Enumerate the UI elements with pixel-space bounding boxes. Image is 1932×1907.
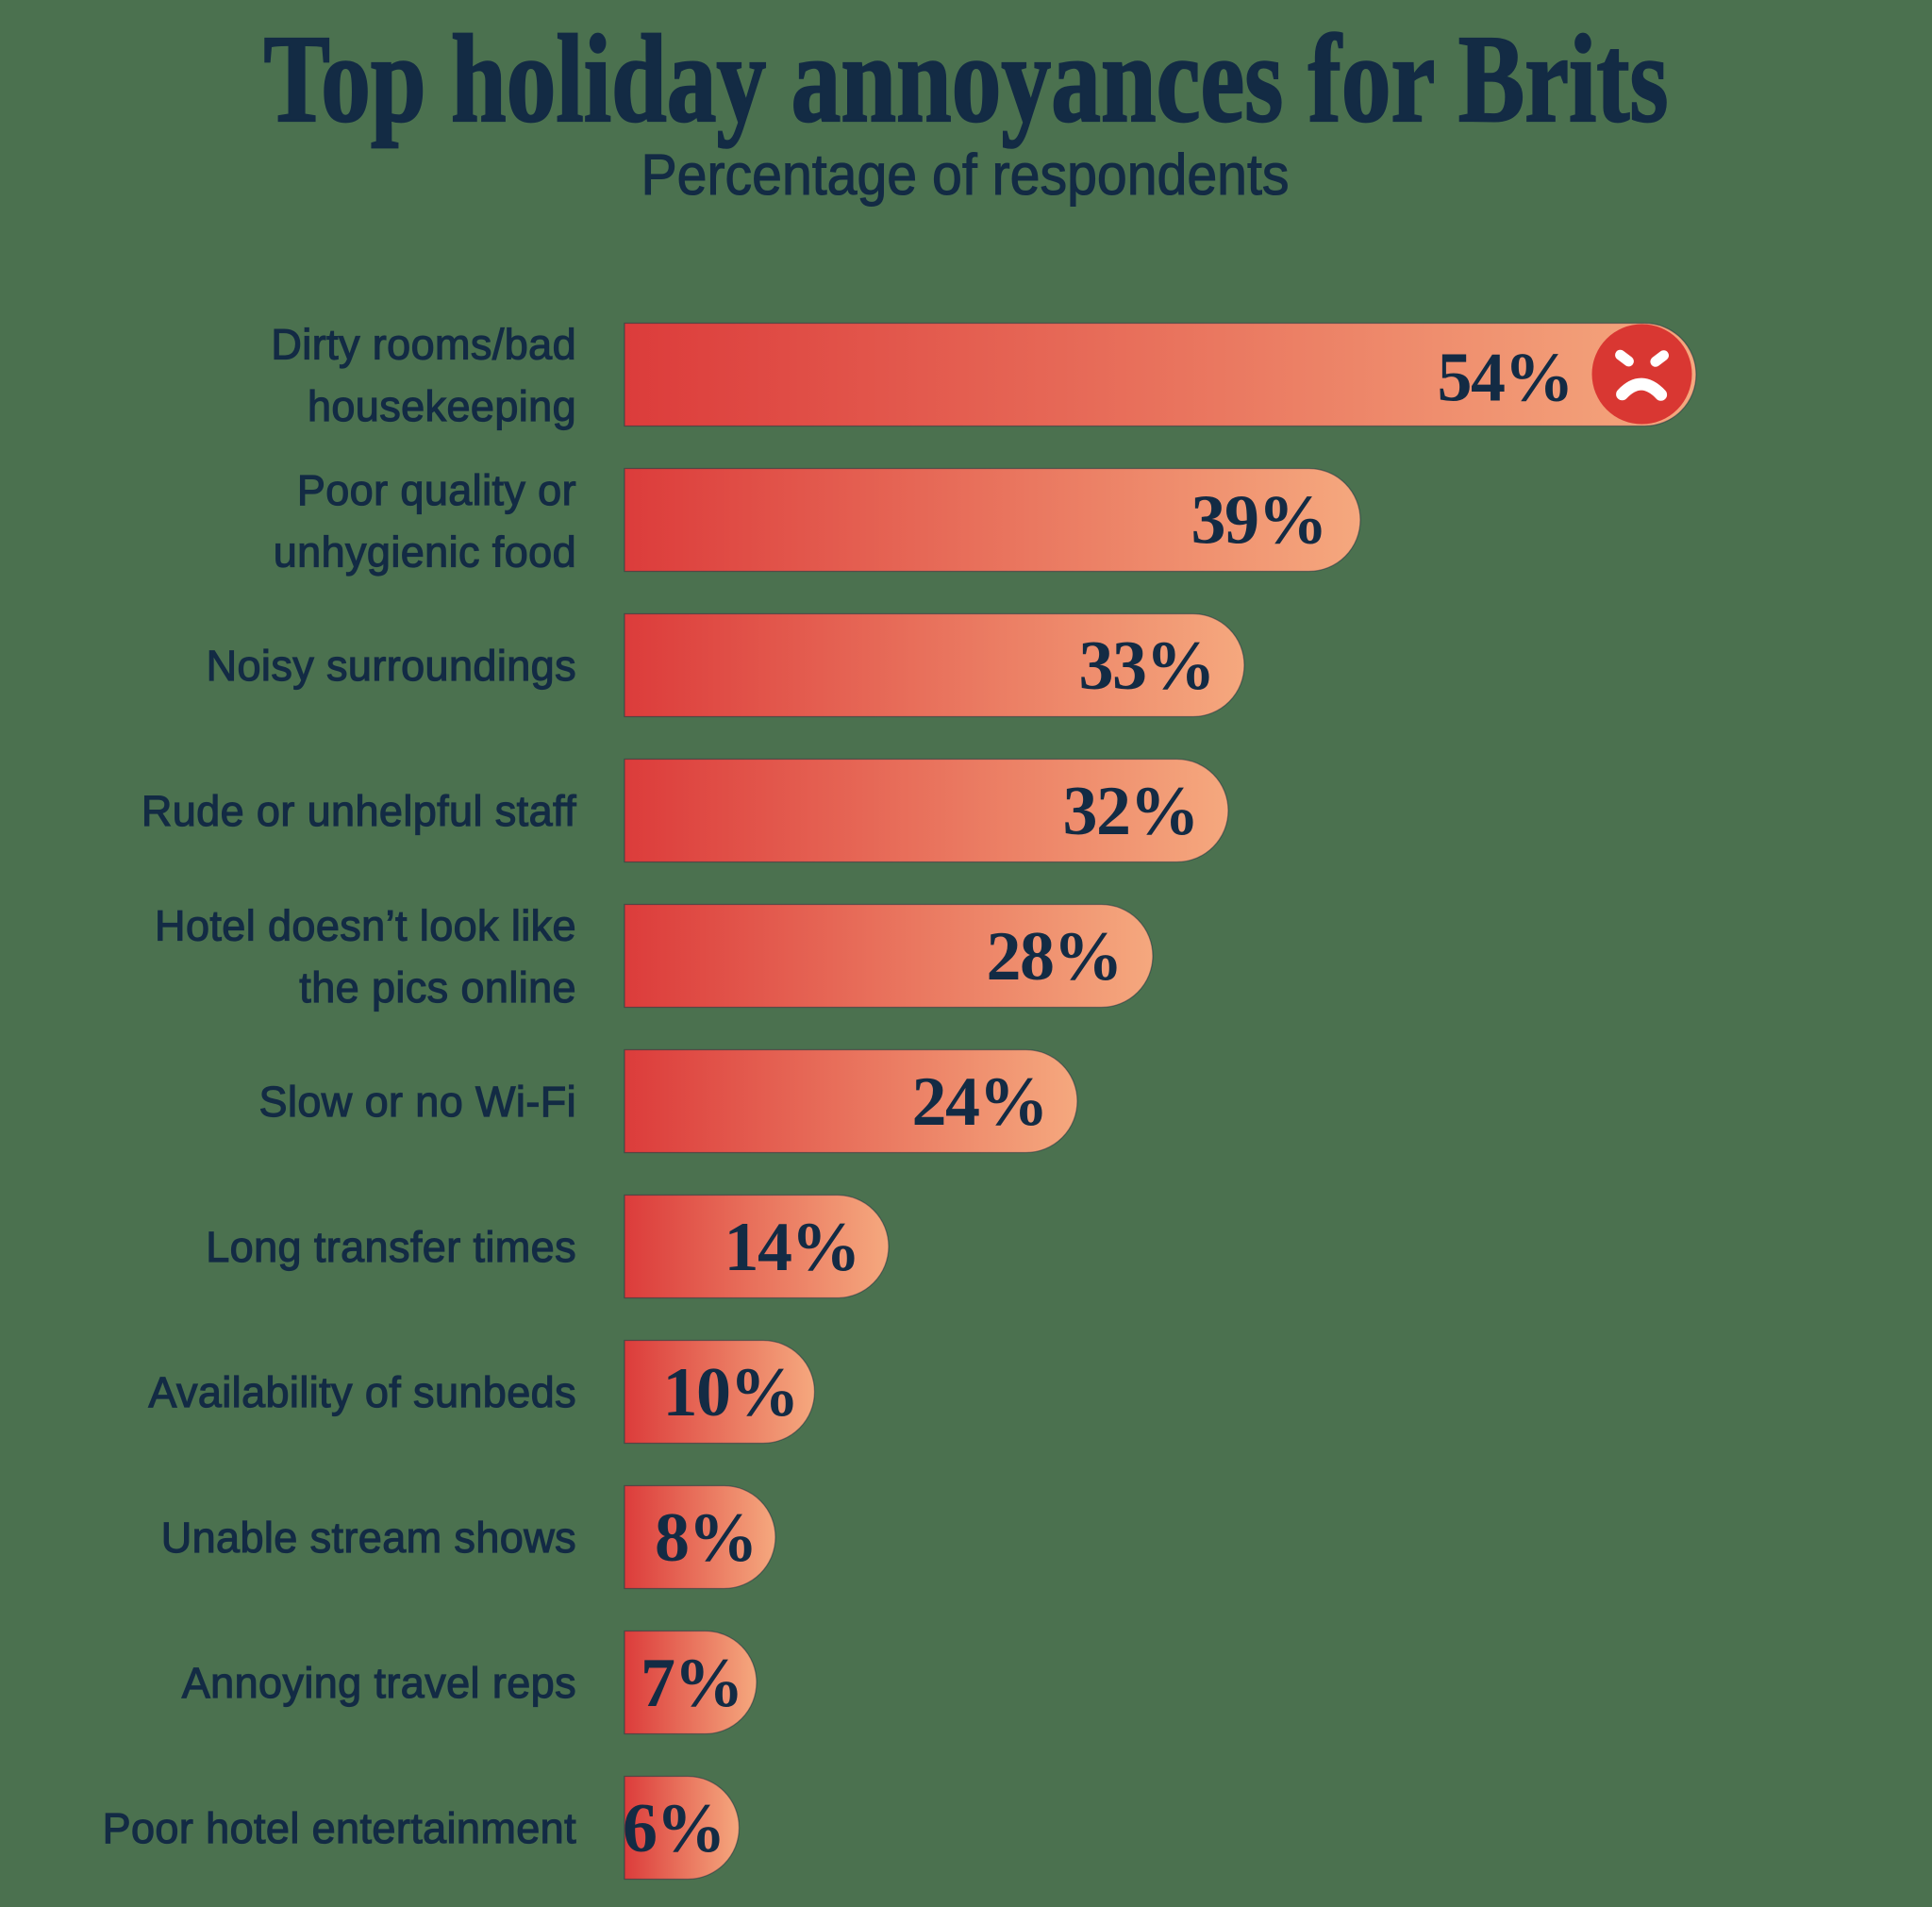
svg-text:housekeeping: housekeeping bbox=[308, 382, 576, 430]
svg-text:Availability of sunbeds: Availability of sunbeds bbox=[148, 1368, 576, 1416]
svg-text:8%: 8% bbox=[655, 1499, 757, 1577]
svg-text:Rude or unhelpful staff: Rude or unhelpful staff bbox=[142, 787, 576, 835]
svg-text:33%: 33% bbox=[1079, 627, 1215, 705]
svg-text:Long transfer times: Long transfer times bbox=[206, 1223, 576, 1271]
svg-text:unhygienic food: unhygienic food bbox=[274, 527, 576, 576]
svg-text:54%: 54% bbox=[1438, 340, 1574, 417]
svg-text:Percentage of respondents: Percentage of respondents bbox=[641, 142, 1290, 207]
svg-text:Poor quality or: Poor quality or bbox=[297, 466, 576, 514]
svg-text:7%: 7% bbox=[641, 1645, 742, 1722]
svg-text:Poor hotel entertainment: Poor hotel entertainment bbox=[103, 1804, 577, 1852]
svg-text:24%: 24% bbox=[912, 1063, 1048, 1141]
svg-text:Annoying travel reps: Annoying travel reps bbox=[182, 1659, 576, 1707]
svg-text:39%: 39% bbox=[1191, 482, 1327, 560]
svg-text:10%: 10% bbox=[663, 1354, 799, 1431]
svg-text:32%: 32% bbox=[1063, 773, 1199, 850]
svg-text:the pics online: the pics online bbox=[299, 963, 576, 1012]
svg-text:28%: 28% bbox=[987, 918, 1123, 995]
svg-text:Dirty rooms/bad: Dirty rooms/bad bbox=[271, 320, 576, 368]
svg-text:Slow or no Wi-Fi: Slow or no Wi-Fi bbox=[259, 1078, 576, 1126]
svg-text:Hotel doesn’t look like: Hotel doesn’t look like bbox=[155, 901, 576, 949]
svg-text:14%: 14% bbox=[724, 1209, 860, 1286]
svg-text:Unable stream shows: Unable stream shows bbox=[161, 1514, 576, 1562]
svg-text:Top holiday annoyances for Bri: Top holiday annoyances for Brits bbox=[264, 8, 1669, 148]
svg-text:Noisy surroundings: Noisy surroundings bbox=[207, 642, 576, 690]
svg-text:6%: 6% bbox=[623, 1790, 724, 1867]
